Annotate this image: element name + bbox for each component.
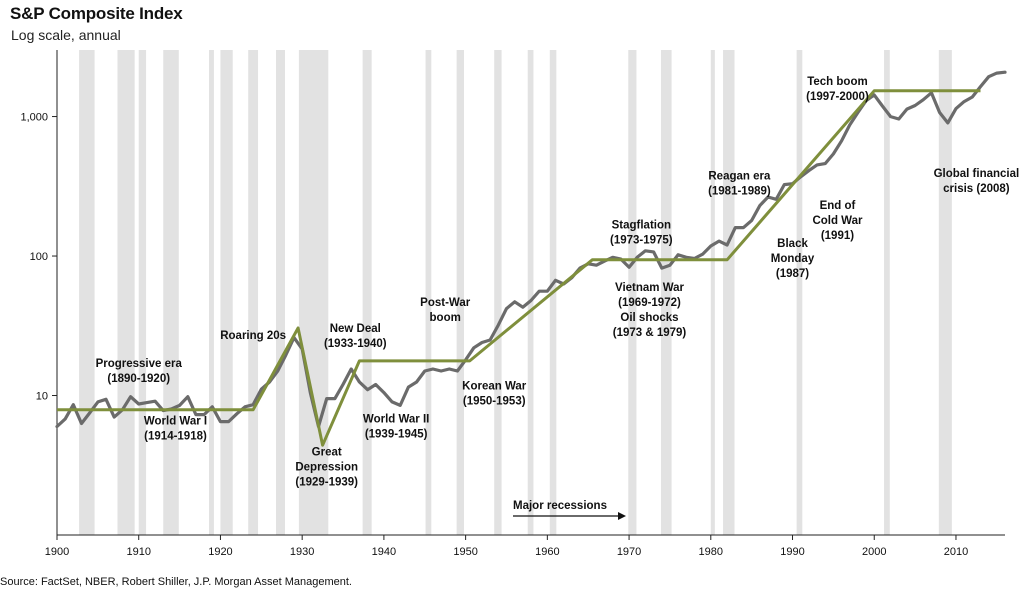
annotation-line: Roaring 20s <box>220 330 286 342</box>
recession-band <box>276 50 286 535</box>
annotation-line: Monday <box>771 253 815 265</box>
chart-subtitle: Log scale, annual <box>11 27 121 43</box>
recession-band <box>660 50 672 535</box>
x-tick-label: 1950 <box>453 546 477 558</box>
recession-bands <box>79 50 952 535</box>
annotation-line: (1939-1945) <box>365 429 428 441</box>
annotation-line: Great <box>312 447 342 459</box>
annotation-line: Progressive era <box>96 358 183 370</box>
annotation-line: (1933-1940) <box>324 338 387 350</box>
annotation-line: Black <box>777 238 808 250</box>
recession-legend: Major recessions <box>513 500 626 520</box>
annotation: Black Monday (1987) <box>771 238 815 280</box>
x-tick-label: 1940 <box>372 546 396 558</box>
annotation-line: boom <box>430 312 461 324</box>
annotation-line: Tech boom <box>807 76 867 88</box>
annotation: World War II (1939-1945) <box>363 414 429 441</box>
recession-legend-arrow-head <box>618 512 626 520</box>
recession-band <box>723 50 735 535</box>
annotation: Reagan era (1981-1989) <box>708 170 771 197</box>
annotation: Tech boom (1997-2000) <box>806 76 869 103</box>
annotation-line: World War II <box>363 414 429 426</box>
annotation-line: (1973 & 1979) <box>613 327 687 339</box>
recession-band <box>884 50 890 535</box>
y-tick-label: 1,000 <box>20 112 48 124</box>
annotation-line: Global financial <box>934 168 1020 180</box>
annotation-line: Korean War <box>462 381 527 393</box>
annotation-line: (1914-1918) <box>144 430 207 442</box>
axes <box>52 50 1005 540</box>
x-tick-label: 1960 <box>535 546 559 558</box>
annotation: End of Cold War (1991) <box>812 200 863 242</box>
recession-band <box>456 50 464 535</box>
x-tick-label: 2010 <box>944 546 968 558</box>
recession-band <box>494 50 502 535</box>
recession-band <box>425 50 432 535</box>
trend-line <box>57 89 981 447</box>
x-tick-label: 1990 <box>780 546 804 558</box>
recession-band <box>79 50 95 535</box>
chart-title: S&P Composite Index <box>10 4 183 23</box>
annotation-line: crisis (2008) <box>943 183 1010 195</box>
annotation-line: (1969-1972) <box>618 297 681 309</box>
recession-legend-label: Major recessions <box>513 500 607 512</box>
recession-band <box>628 50 637 535</box>
recession-band <box>138 50 147 535</box>
annotation-line: Reagan era <box>708 170 771 182</box>
x-tick-label: 1910 <box>126 546 150 558</box>
annotation-line: (1890-1920) <box>107 373 170 385</box>
annotations: Progressive era (1890-1920) World War I (19… <box>96 76 1020 489</box>
recession-band <box>163 50 179 535</box>
annotation-line: New Deal <box>330 323 381 335</box>
annotation: Global financial crisis (2008) <box>934 168 1020 195</box>
annotation: New Deal (1933-1940) <box>324 323 387 350</box>
annotation-line: Cold War <box>812 215 863 227</box>
recession-band <box>220 50 233 535</box>
series-layer <box>55 70 1007 447</box>
annotation-line: (1991) <box>821 230 854 242</box>
x-tick-label: 1930 <box>290 546 314 558</box>
annotation: Great Depression (1929-1939) <box>295 447 358 489</box>
annotation-line: (1950-1953) <box>463 396 526 408</box>
x-tick-label: 2000 <box>862 546 886 558</box>
annotation-line: World War I <box>144 415 207 427</box>
annotation-line: (1929-1939) <box>295 477 358 489</box>
x-tick-label: 1980 <box>699 546 723 558</box>
recession-band <box>710 50 715 535</box>
recession-band <box>362 50 372 535</box>
annotation: Korean War (1950-1953) <box>462 381 527 408</box>
source-note: Source: FactSet, NBER, Robert Shiller, J… <box>0 576 352 588</box>
annotation-line: Depression <box>295 462 358 474</box>
x-tick-label: 1900 <box>45 546 69 558</box>
annotation-line: (1973-1975) <box>610 234 673 246</box>
annotation: Stagflation (1973-1975) <box>610 219 673 246</box>
annotation-line: (1987) <box>776 268 809 280</box>
recession-band <box>248 50 259 535</box>
annotation: Vietnam War (1969-1972) Oil shocks (1973 & … <box>613 282 687 339</box>
annotation-line: (1997-2000) <box>806 91 869 103</box>
index-line <box>55 70 1007 429</box>
annotation-line: Stagflation <box>612 219 671 231</box>
annotation: Roaring 20s <box>220 330 286 342</box>
annotation: Progressive era (1890-1920) <box>96 358 183 385</box>
y-tick-label: 100 <box>30 251 48 263</box>
recession-band <box>527 50 534 535</box>
annotation: Post-War boom <box>420 297 471 324</box>
annotation-line: Post-War <box>420 297 471 309</box>
recession-band <box>298 50 329 535</box>
recession-band <box>209 50 214 535</box>
recession-band <box>117 50 135 535</box>
tick-labels: 1900 1910 1920 1930 1940 1950 1960 1970 1980 1990… <box>20 112 968 558</box>
annotation-line: Vietnam War <box>615 282 685 294</box>
annotation-line: Oil shocks <box>620 312 678 324</box>
x-tick-label: 1920 <box>208 546 232 558</box>
x-tick-label: 1970 <box>617 546 641 558</box>
annotation: World War I (1914-1918) <box>144 415 207 442</box>
annotation-line: (1981-1989) <box>708 185 771 197</box>
y-tick-label: 10 <box>36 391 48 403</box>
annotation-line: End of <box>820 200 856 212</box>
recession-band <box>796 50 803 535</box>
recession-band <box>938 50 952 535</box>
